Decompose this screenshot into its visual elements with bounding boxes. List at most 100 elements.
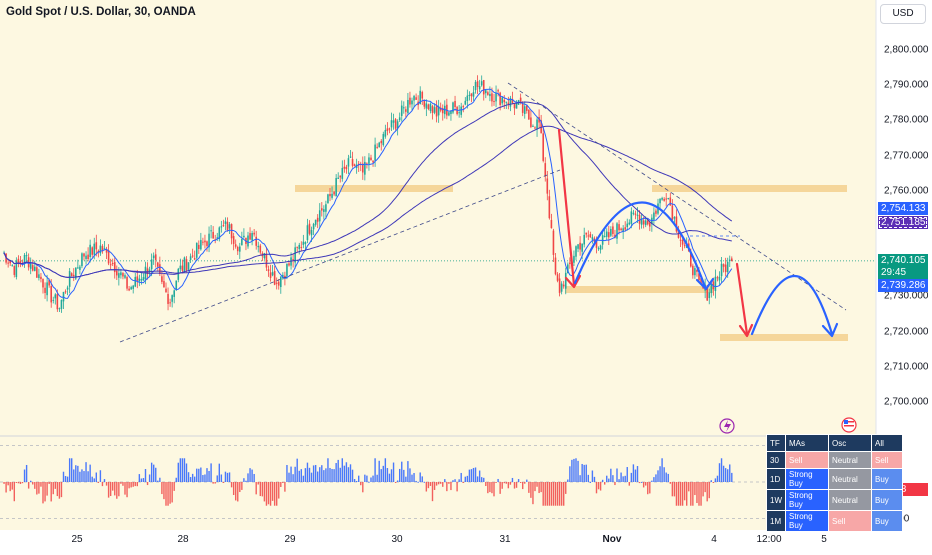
oscillator-bar	[612, 475, 614, 482]
price-tick-label: 2,770.000	[884, 150, 929, 162]
candle-body	[177, 268, 180, 280]
oscillator-bar	[708, 482, 710, 499]
candle-body	[11, 265, 14, 267]
table-header-mas: MAs	[785, 434, 829, 452]
oscillator-bar	[245, 480, 247, 482]
candle-body	[173, 290, 175, 297]
candle-body	[495, 92, 497, 102]
oscillator-bar	[358, 475, 360, 482]
oscillator-bar	[722, 465, 725, 482]
candle-body	[468, 94, 471, 96]
oscillator-bar	[517, 479, 520, 482]
candle-body	[253, 232, 255, 235]
oscillator-bar	[247, 473, 249, 482]
candle-body	[616, 223, 618, 239]
candle-body	[269, 272, 272, 278]
candle-body	[230, 224, 233, 239]
oscillator-bar	[659, 466, 661, 482]
oscillator-bar	[376, 474, 378, 482]
oscillator-bar	[282, 482, 284, 483]
candle-body	[241, 238, 243, 246]
oscillator-bar	[700, 482, 702, 506]
oscillator-bar	[669, 482, 671, 484]
candle-body	[581, 243, 583, 252]
oscillator-bar	[688, 482, 690, 492]
oscillator-bar	[413, 473, 415, 482]
oscillator-bar	[323, 470, 325, 482]
oscillator-bar	[341, 458, 343, 482]
candle-body	[558, 278, 561, 293]
oscillator-bar	[351, 469, 354, 482]
candle-body	[251, 233, 253, 241]
candle-body	[644, 220, 647, 226]
oscillator-bar	[216, 475, 218, 482]
candle-body	[7, 262, 9, 264]
candle-body	[161, 276, 163, 282]
candle-body	[136, 276, 139, 281]
currency-button[interactable]: USD	[880, 4, 926, 24]
oscillator-bar	[32, 482, 34, 485]
candle-body	[452, 102, 454, 113]
oscillator-bar	[415, 480, 417, 482]
candle-body	[239, 246, 241, 252]
oscillator-bar	[194, 476, 196, 482]
oscillator-bar	[620, 472, 622, 482]
candle-body	[232, 236, 235, 244]
table-row: 1W Strong Buy Neutral Buy	[766, 489, 903, 511]
lightning-icon	[724, 420, 731, 432]
candle-body	[659, 198, 661, 204]
candle-body	[58, 308, 61, 310]
oscillator-bar	[425, 482, 428, 492]
candle-body	[575, 246, 577, 257]
oscillator-bar	[34, 482, 36, 489]
candle-body	[52, 299, 55, 301]
time-tick-label: 30	[391, 534, 403, 545]
oscillator-bar	[95, 472, 97, 482]
oscillator-bar	[208, 470, 210, 482]
candle-body	[731, 258, 733, 262]
oscillator-bar	[175, 477, 177, 482]
oscillator-bar	[481, 477, 483, 482]
us-flag-icon	[844, 421, 854, 423]
oscillator-bar	[85, 462, 87, 482]
candle-body	[599, 245, 602, 250]
row-all: Buy	[871, 489, 903, 511]
oscillator-bar	[630, 472, 633, 482]
candle-body	[536, 119, 538, 130]
oscillator-bar	[390, 469, 393, 482]
oscillator-bar	[712, 482, 715, 483]
oscillator-bar	[604, 482, 606, 485]
oscillator-bar	[524, 482, 526, 484]
oscillator-bar	[470, 469, 473, 482]
blue-arrowhead	[821, 322, 839, 338]
candle-body	[275, 282, 278, 284]
oscillator-bar	[526, 479, 528, 482]
blue-arc-arrow	[750, 274, 834, 336]
oscillator-bar	[15, 482, 18, 483]
candle-body	[249, 233, 251, 240]
candle-body	[673, 217, 676, 219]
oscillator-bar	[187, 472, 190, 482]
oscillator-bar	[263, 482, 266, 502]
oscillator-bar	[396, 480, 399, 482]
oscillator-bar	[179, 458, 182, 482]
candle-body	[698, 273, 700, 281]
price-tick-label: 2,730.000	[884, 290, 929, 302]
oscillator-bar	[27, 482, 30, 489]
candle-body	[23, 254, 26, 264]
oscillator-bar	[23, 469, 26, 482]
oscillator-bar	[548, 482, 551, 506]
oscillator-bar	[407, 461, 409, 482]
candle-body	[480, 81, 483, 86]
price-tick-label: 2,790.000	[884, 79, 929, 91]
candle-body	[708, 292, 711, 299]
oscillator-bar	[417, 481, 419, 483]
oscillator-bar	[437, 482, 440, 485]
oscillator-bar	[558, 482, 561, 506]
oscillator-bar	[571, 459, 573, 482]
oscillator-bar	[583, 464, 585, 482]
last-price-label: 2,740.105	[878, 254, 928, 267]
oscillator-bar	[230, 482, 233, 488]
